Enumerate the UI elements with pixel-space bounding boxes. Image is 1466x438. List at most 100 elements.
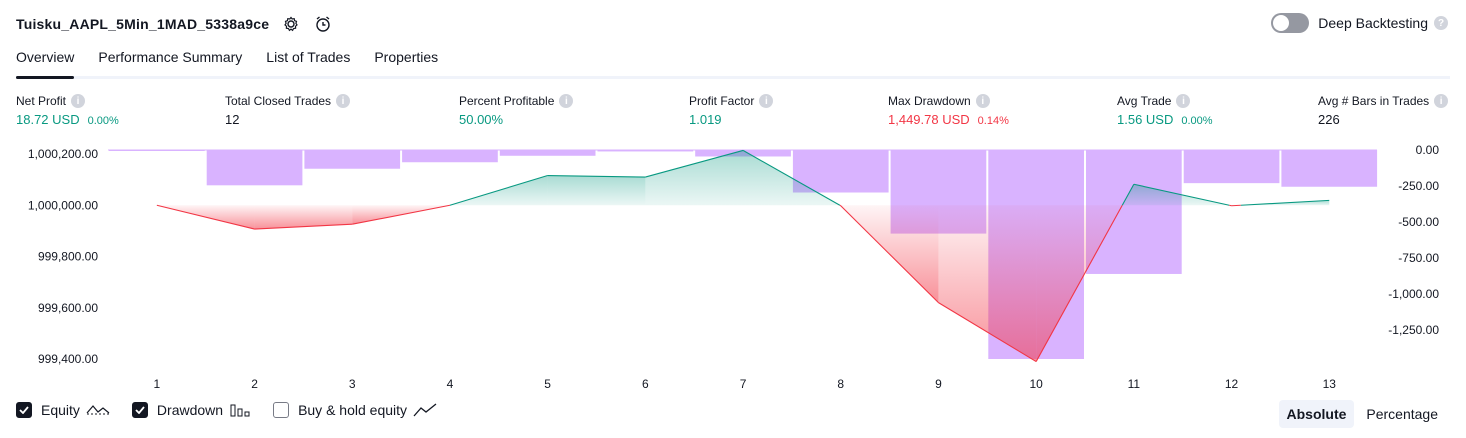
strategy-title: Tuisku_AAPL_5Min_1MAD_5338a9ce	[16, 16, 270, 32]
equity-line-segment	[352, 204, 451, 225]
equity-line-segment	[840, 205, 939, 304]
metric-percent-profitable: Percent Profitable i 50.00%	[459, 94, 574, 127]
tab-performance-summary[interactable]: Performance Summary	[98, 49, 243, 65]
metric-net-profit: Net Profit i 18.72 USD 0.00%	[16, 94, 119, 127]
equity-line-segment	[1121, 183, 1135, 206]
equity-line-segment	[1229, 204, 1232, 207]
metric-value: 226	[1318, 112, 1340, 127]
x-axis-tick-label: 2	[251, 377, 258, 391]
info-icon[interactable]: i	[71, 94, 86, 108]
add-alert-icon[interactable]	[313, 14, 333, 34]
metric-label: Avg Trade	[1117, 94, 1172, 108]
equity-line-segment	[1133, 183, 1230, 206]
metric-profit-factor: Profit Factor i 1.019	[689, 94, 774, 127]
x-axis-tick-label: 9	[935, 377, 942, 391]
drawdown-bar	[402, 150, 498, 163]
equity-line-segment	[839, 204, 842, 207]
drawdown-bar	[499, 150, 596, 156]
settings-icon[interactable]	[281, 14, 301, 34]
drawdown-bar	[206, 150, 303, 186]
metric-total-closed-trades: Total Closed Trades i 12	[225, 94, 351, 127]
x-axis-tick-label: 13	[1323, 377, 1337, 391]
tab-overview[interactable]: Overview	[16, 44, 75, 79]
drawdown-bar	[304, 150, 401, 169]
metric-label: Max Drawdown	[888, 94, 971, 108]
x-axis-tick-label: 12	[1225, 377, 1239, 391]
metric-value: 12	[225, 112, 240, 127]
equity-area	[645, 150, 744, 206]
info-icon[interactable]: i	[975, 94, 990, 108]
x-axis-tick-label: 8	[837, 377, 844, 391]
equity-line-segment	[254, 223, 353, 230]
legend-equity[interactable]: Equity	[16, 402, 110, 418]
info-icon[interactable]: i	[1434, 94, 1449, 108]
x-axis-tick-label: 7	[740, 377, 747, 391]
left-axis-tick-label: 999,400.00	[38, 352, 98, 366]
metric-percent: 0.00%	[87, 115, 119, 127]
help-icon[interactable]: ?	[1434, 16, 1448, 30]
absolute-button[interactable]: Absolute	[1278, 400, 1355, 428]
equity-line-segment	[547, 174, 646, 178]
trend-line-icon	[413, 403, 437, 417]
equity-line-segment	[938, 302, 1037, 363]
x-axis-tick-label: 5	[544, 377, 551, 391]
equity-checkbox[interactable]	[16, 402, 32, 418]
metric-label: Net Profit	[16, 94, 67, 108]
metric-value: 1.56 USD	[1117, 112, 1174, 127]
drawdown-bar	[1281, 150, 1378, 187]
equity-line-segment	[1035, 204, 1123, 362]
metric-label: Profit Factor	[689, 94, 755, 108]
legend-buy-hold-label: Buy & hold equity	[298, 402, 408, 418]
left-axis-tick-label: 1,000,000.00	[28, 198, 98, 212]
info-icon[interactable]: i	[759, 94, 774, 108]
x-axis-tick-label: 1	[154, 377, 161, 391]
equity-line-segment	[156, 204, 255, 230]
equity-line-segment	[1231, 204, 1241, 207]
metric-value: 50.00%	[459, 112, 504, 127]
drawdown-bar	[109, 150, 205, 151]
legend-drawdown-label: Drawdown	[156, 402, 224, 418]
equity-line-icon	[86, 405, 110, 415]
info-icon[interactable]: i	[336, 94, 351, 108]
strategy-header: Tuisku_AAPL_5Min_1MAD_5338a9ce	[16, 12, 333, 36]
x-axis-tick-label: 4	[447, 377, 454, 391]
tab-properties[interactable]: Properties	[374, 49, 439, 65]
drawdown-bar	[1183, 150, 1280, 184]
tab-bar: Overview Performance Summary List of Tra…	[16, 44, 1450, 79]
drawdown-bar	[597, 150, 694, 152]
tab-list-of-trades[interactable]: List of Trades	[266, 49, 351, 65]
metric-value: 1,449.78 USD	[888, 112, 970, 127]
equity-area	[254, 205, 353, 230]
drawdown-bar	[792, 150, 889, 193]
equity-line-segment	[645, 149, 744, 178]
metric-percent: 0.00%	[1181, 115, 1213, 127]
metric-max-drawdown: Max Drawdown i 1,449.78 USD 0.14%	[888, 94, 1009, 127]
deep-backtesting: Deep Backtesting ?	[1271, 13, 1448, 33]
right-axis-tick-label: -750.00	[1398, 251, 1439, 265]
right-axis-tick-label: -500.00	[1398, 215, 1439, 229]
metric-value: 18.72 USD	[16, 112, 80, 127]
percentage-button[interactable]: Percentage	[1366, 406, 1438, 422]
legend-drawdown[interactable]: Drawdown	[131, 402, 251, 418]
info-icon[interactable]: i	[559, 94, 574, 108]
metric-label: Total Closed Trades	[225, 94, 332, 108]
metric-avg-bars: Avg # Bars in Trades i 226	[1318, 94, 1449, 127]
right-axis-tick-label: -250.00	[1398, 179, 1439, 193]
info-icon[interactable]: i	[1176, 94, 1191, 108]
deep-backtesting-label: Deep Backtesting	[1318, 15, 1428, 31]
x-axis-tick-label: 11	[1128, 377, 1141, 391]
x-axis-tick-label: 3	[349, 377, 356, 391]
drawdown-checkbox[interactable]	[131, 402, 148, 418]
equity-line-segment	[1240, 199, 1330, 206]
deep-backtesting-toggle[interactable]	[1271, 13, 1310, 33]
legend-equity-label: Equity	[41, 402, 80, 418]
buy-hold-checkbox[interactable]	[273, 402, 290, 418]
metric-value: 1.019	[689, 112, 722, 127]
left-axis-tick-label: 1,000,200.00	[28, 147, 98, 161]
right-axis-tick-label: 0.00	[1416, 143, 1440, 157]
bars-icon	[230, 404, 250, 417]
left-axis-tick-label: 999,800.00	[38, 250, 98, 264]
right-axis-tick-label: -1,250.00	[1388, 323, 1439, 337]
legend-buy-hold[interactable]: Buy & hold equity	[273, 402, 437, 418]
